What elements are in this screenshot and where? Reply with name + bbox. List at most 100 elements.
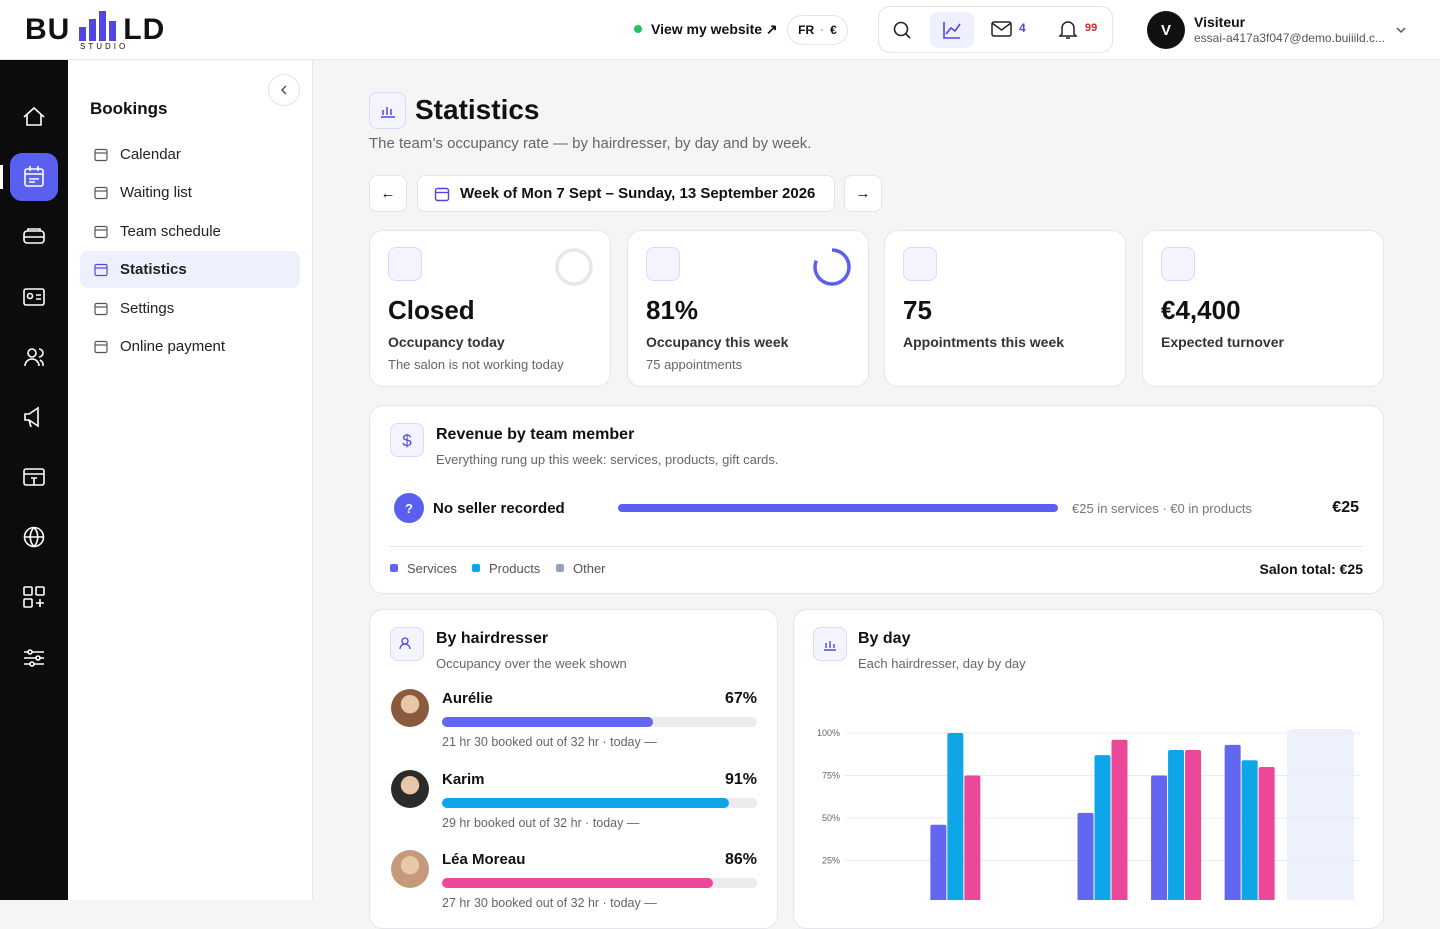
kpi-label: Occupancy today bbox=[388, 334, 505, 350]
status-dot bbox=[634, 25, 642, 33]
kpi-ring bbox=[813, 248, 851, 286]
ring-arc bbox=[813, 248, 851, 286]
nav-label: Team schedule bbox=[120, 222, 221, 240]
kpi-icon bbox=[388, 247, 422, 281]
y-tick-label: 100% bbox=[817, 728, 840, 738]
seller-amount: €25 bbox=[1332, 499, 1359, 516]
kpi-value: 75 bbox=[903, 295, 932, 325]
legend-swatch bbox=[472, 564, 480, 572]
nav-item[interactable]: Statistics bbox=[80, 251, 300, 289]
nav-icon bbox=[94, 148, 108, 162]
mail-count: 4 bbox=[1019, 21, 1026, 35]
avatar[interactable]: V bbox=[1147, 11, 1185, 49]
logo-left: BU bbox=[25, 13, 71, 46]
user-email: essai-a417a3f047@demo.buiiild.c... bbox=[1194, 31, 1385, 45]
bell-icon[interactable] bbox=[1058, 19, 1078, 40]
nav-icon bbox=[94, 340, 108, 354]
logo[interactable]: BU LD bbox=[25, 9, 165, 47]
rail-icon[interactable] bbox=[24, 348, 44, 367]
member-avatar bbox=[391, 769, 429, 808]
nav-label: Calendar bbox=[120, 146, 181, 163]
bar bbox=[1168, 750, 1185, 900]
hairdresser-card bbox=[369, 609, 778, 929]
revenue-title: Revenue by team member bbox=[436, 426, 635, 443]
member-pct: 86% bbox=[724, 851, 757, 868]
nav-icon bbox=[94, 187, 108, 200]
nav-icon bbox=[94, 302, 108, 315]
kpi-card: Closed Occupancy today The salon is not wo… bbox=[369, 230, 611, 387]
salon-total: Salon total: €25 bbox=[1259, 561, 1363, 577]
collapse-button[interactable] bbox=[268, 74, 300, 106]
kpi-label: Expected turnover bbox=[1161, 334, 1284, 350]
bar bbox=[1185, 750, 1202, 900]
kpi-card: €4,400 Expected turnover bbox=[1142, 230, 1384, 387]
legend-label: Services bbox=[407, 561, 457, 576]
bar bbox=[1094, 755, 1111, 900]
by-day-subtitle: Each hairdresser, day by day bbox=[858, 656, 1026, 671]
locale-picker[interactable]: FR · € bbox=[787, 15, 848, 45]
page-subtitle: The team’s occupancy rate — by hairdress… bbox=[369, 135, 812, 152]
rail-icon[interactable] bbox=[23, 468, 45, 486]
nav-item[interactable]: Online payment bbox=[80, 328, 300, 365]
prev-week[interactable]: ← bbox=[369, 175, 407, 212]
nav-icon bbox=[94, 225, 108, 238]
nav-item[interactable]: Waiting list bbox=[80, 174, 300, 211]
y-tick-label: 25% bbox=[822, 856, 840, 866]
kpi-icon bbox=[646, 247, 680, 281]
kpi-ring bbox=[555, 248, 593, 286]
kpi-note: 75 appointments bbox=[646, 357, 743, 372]
kpi-note: The salon is not working today bbox=[388, 357, 564, 372]
revenue-bar bbox=[618, 504, 1058, 512]
nav-item[interactable]: Settings bbox=[80, 290, 300, 327]
nav-label: Statistics bbox=[120, 261, 187, 279]
stats-button[interactable] bbox=[930, 12, 974, 48]
nav-item[interactable]: Team schedule bbox=[80, 213, 300, 250]
member-detail: 21 hr 30 booked out of 32 hr · today — bbox=[442, 735, 657, 749]
sidebar-title: Bookings bbox=[90, 99, 168, 118]
mail-icon[interactable] bbox=[991, 21, 1013, 38]
rail-icon[interactable] bbox=[23, 586, 45, 608]
rail-icon[interactable] bbox=[23, 228, 45, 244]
nav-item[interactable]: Calendar bbox=[80, 136, 300, 173]
legend-swatch bbox=[390, 564, 398, 572]
revenue-icon: $ bbox=[390, 423, 424, 457]
bar bbox=[1224, 744, 1241, 900]
sep: · bbox=[820, 23, 825, 37]
top-bar bbox=[0, 0, 1440, 60]
seller-name: No seller recorded bbox=[433, 500, 565, 517]
next-week[interactable]: → bbox=[844, 175, 882, 212]
ring-track bbox=[555, 248, 593, 286]
week-picker[interactable]: Week of Mon 7 Sept – Sunday, 13 Septembe… bbox=[417, 175, 835, 212]
member-bar bbox=[442, 878, 713, 888]
title-icon bbox=[369, 92, 406, 129]
y-tick-label: 50% bbox=[822, 813, 840, 823]
svg-text:$: $ bbox=[402, 431, 412, 450]
hairdresser-icon bbox=[390, 627, 424, 661]
view-site-link[interactable]: View my website ↗ bbox=[651, 21, 778, 37]
bar bbox=[1241, 760, 1258, 900]
rail-icon[interactable] bbox=[23, 106, 45, 126]
rail-icon[interactable] bbox=[24, 406, 39, 428]
member-pct: 91% bbox=[724, 770, 757, 788]
revenue-subtitle: Everything rung up this week: services, … bbox=[436, 452, 779, 467]
legend-label: Products bbox=[489, 561, 541, 576]
nav-icon bbox=[94, 264, 108, 277]
member-detail: 27 hr 30 booked out of 32 hr · today — bbox=[442, 896, 657, 910]
rail-icon[interactable] bbox=[23, 526, 45, 548]
bar bbox=[1111, 739, 1128, 900]
user-chevron[interactable] bbox=[1395, 25, 1407, 35]
bar bbox=[1258, 767, 1275, 900]
legend-swatch bbox=[556, 564, 564, 572]
rail-icon[interactable] bbox=[23, 288, 45, 306]
seller-detail: €25 in services · €0 in products bbox=[1072, 501, 1252, 516]
member-bar bbox=[442, 797, 729, 808]
nav-label: Settings bbox=[120, 299, 175, 317]
search-icon[interactable] bbox=[892, 20, 912, 40]
rail-icon[interactable] bbox=[24, 649, 44, 667]
member-bar bbox=[442, 717, 654, 727]
logo-bars bbox=[78, 11, 116, 41]
rail-icon[interactable] bbox=[24, 166, 44, 187]
page-title: Statistics bbox=[415, 94, 540, 125]
kpi-icon bbox=[903, 247, 937, 281]
kpi-icon bbox=[1161, 247, 1195, 281]
